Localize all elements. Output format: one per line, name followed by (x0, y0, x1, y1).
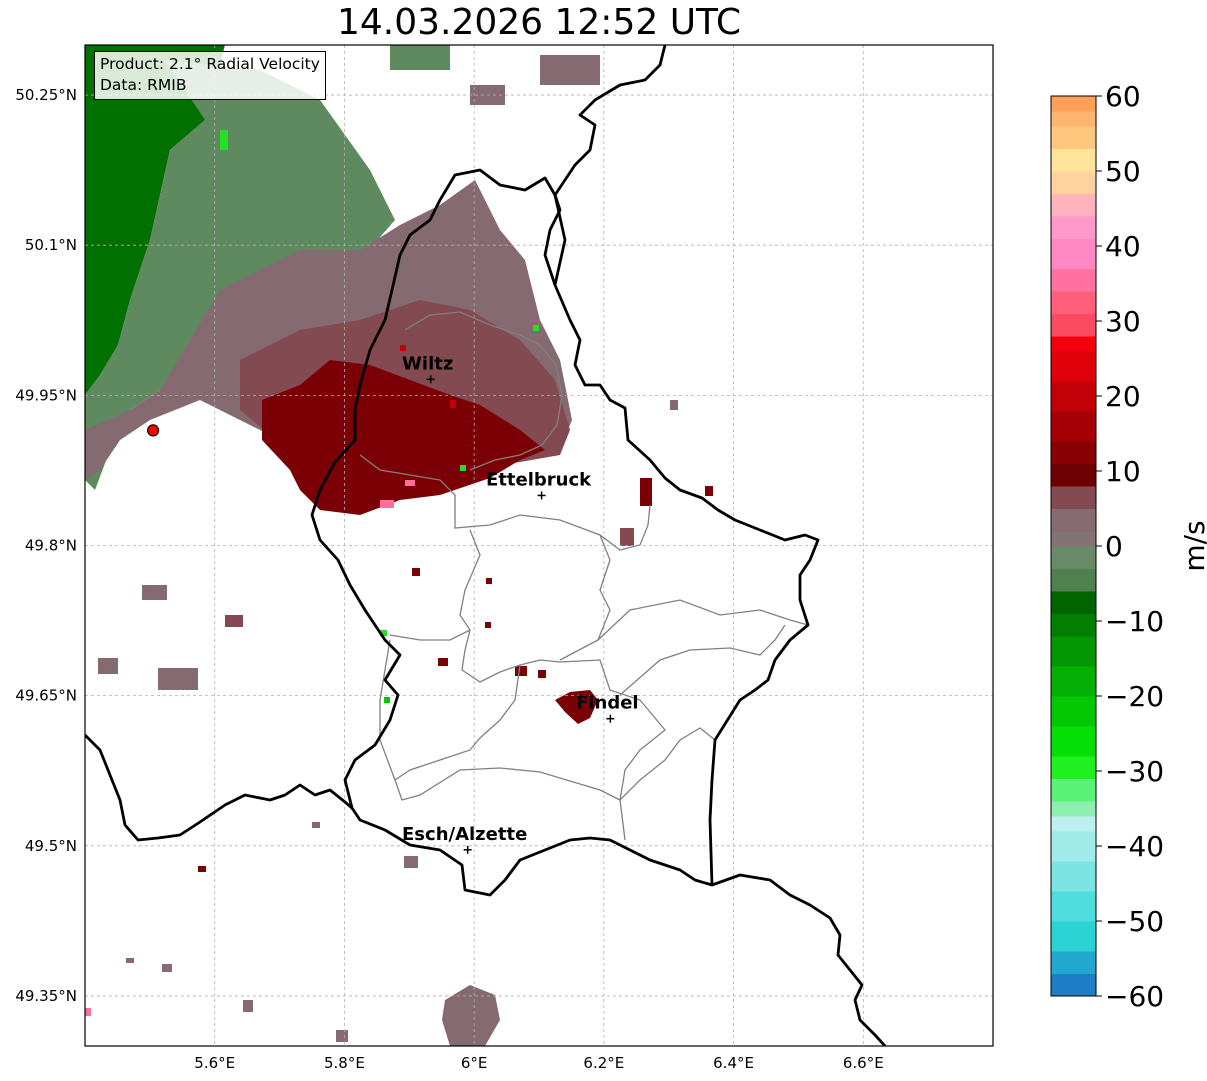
echo-red-speckle (400, 345, 406, 351)
echo-fragment (705, 486, 713, 496)
echo-green-speckle (533, 325, 539, 331)
echo-fragment (485, 622, 491, 628)
echo-fragment (404, 856, 418, 868)
echo-fragment (384, 697, 390, 703)
lon-tick-label: 6°E (461, 1054, 488, 1072)
echo-green-speckle (220, 130, 228, 150)
lat-tick-label: 49.95°N (15, 386, 77, 404)
echo-fragment (620, 528, 634, 546)
echo-fragment (158, 668, 198, 690)
echo-fragment (640, 478, 652, 506)
echo-fragment (380, 630, 387, 636)
city-label: Esch/Alzette (402, 824, 527, 845)
source-label: Data: RMIB (100, 76, 187, 94)
lon-tick-label: 6.2°E (583, 1054, 624, 1072)
radar-echoes (85, 45, 713, 1046)
echo-green-speckle (460, 465, 466, 471)
lon-tick-label: 6.6°E (843, 1054, 884, 1072)
longitude-tick-labels: 5.6°E 5.8°E 6°E 6.2°E 6.4°E 6.6°E (194, 1054, 883, 1072)
echo-fragment (162, 964, 172, 972)
germany-border-south (711, 873, 887, 1046)
echo-fragment (85, 1008, 91, 1016)
echo-fragment (486, 578, 492, 584)
lon-tick-label: 5.6°E (194, 1054, 235, 1072)
echo-fragment (142, 585, 167, 600)
echo-inbound-weak (85, 60, 395, 490)
echo-fragment (98, 658, 118, 674)
luxembourg-border (310, 168, 820, 897)
echo-fragment (198, 866, 206, 872)
lat-tick-label: 50.1°N (25, 236, 77, 254)
product-label: Product: 2.1° Radial Velocity (100, 55, 320, 73)
info-box: Product: 2.1° Radial Velocity Data: RMIB (94, 51, 326, 100)
echo-red-speckle (450, 400, 456, 408)
echo-inbound-strong (85, 45, 225, 395)
echo-fragment (390, 45, 450, 70)
echo-fragment (412, 568, 420, 576)
echo-pink-speckle (380, 500, 394, 508)
latitude-tick-labels: 50.25°N 50.1°N 49.95°N 49.8°N 49.65°N 49.5°N 4… (15, 86, 77, 1005)
city-label: Findel (576, 693, 639, 714)
canton-borders (359, 311, 809, 841)
echo-pink-speckle (405, 480, 415, 486)
lat-tick-label: 49.8°N (25, 537, 77, 555)
country-borders (85, 45, 887, 1046)
echo-fragment (515, 666, 527, 676)
echo-fragment (336, 1030, 348, 1042)
france-belgium-border (85, 734, 353, 842)
echo-fragment (243, 1000, 253, 1012)
lon-tick-label: 5.8°E (324, 1054, 365, 1072)
echo-fragment-south (442, 985, 500, 1046)
map-frame (84, 44, 994, 1047)
echo-fragment (438, 658, 448, 666)
echo-fragment (540, 55, 600, 85)
lat-tick-label: 49.35°N (15, 987, 77, 1005)
chart-title: 14.03.2026 12:52 UTC (336, 2, 742, 43)
lon-tick-label: 6.4°E (713, 1054, 754, 1072)
lat-tick-label: 49.65°N (15, 687, 77, 705)
lat-tick-label: 49.5°N (25, 837, 77, 855)
radar-site-marker[interactable] (147, 424, 160, 437)
lat-tick-label: 50.25°N (15, 86, 77, 104)
city-label: Wiltz (402, 353, 453, 374)
echo-fragment (126, 958, 134, 963)
city-layer: Wiltz Ettelbruck Findel Esch/Alzette (402, 353, 639, 854)
echo-outbound-strong (262, 360, 545, 515)
echo-fragment (312, 822, 320, 828)
echo-fragment-findel (555, 690, 598, 724)
echo-fragment (670, 400, 678, 410)
city-label: Ettelbruck (486, 469, 592, 490)
echo-fragment (538, 670, 546, 678)
germany-border-north (543, 45, 667, 286)
echo-fragment (225, 615, 243, 627)
